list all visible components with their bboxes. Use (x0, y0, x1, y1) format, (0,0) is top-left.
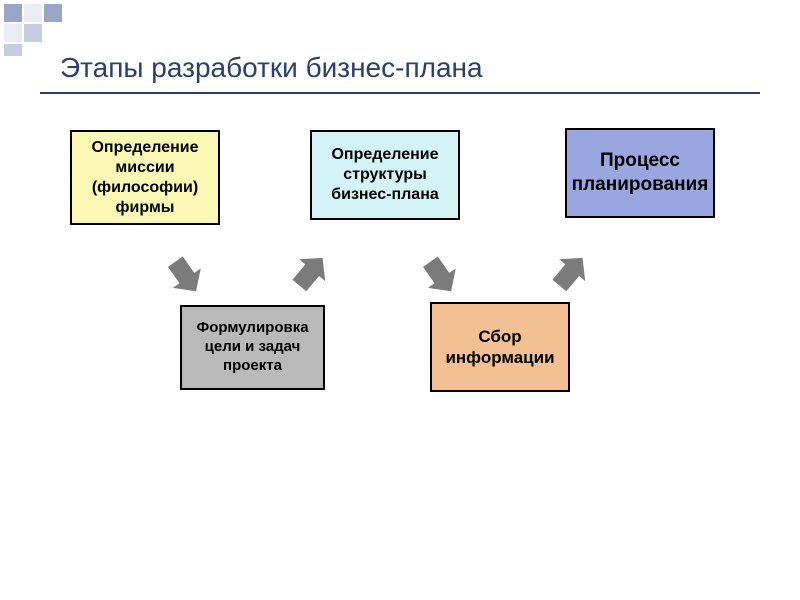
deco-sq (4, 4, 22, 22)
arrow-icon (144, 234, 225, 315)
deco-sq (24, 4, 42, 22)
box-goals-tasks: Формулировка цели и задач проекта (180, 305, 325, 390)
slide-title: Этапы разработки бизнес-плана (60, 52, 483, 84)
arrow-icon (268, 233, 350, 315)
deco-sq (4, 44, 22, 56)
title-underline (40, 92, 760, 94)
box-info-collection: Сбор информации (430, 302, 570, 392)
deco-sq (4, 24, 22, 42)
deco-sq (24, 24, 42, 42)
box-mission: Определение миссии (философии) фирмы (70, 130, 220, 225)
deco-sq (44, 4, 62, 22)
box-structure: Определение структуры бизнес-плана (310, 130, 460, 220)
box-planning-process: Процесс планирования (565, 128, 715, 218)
